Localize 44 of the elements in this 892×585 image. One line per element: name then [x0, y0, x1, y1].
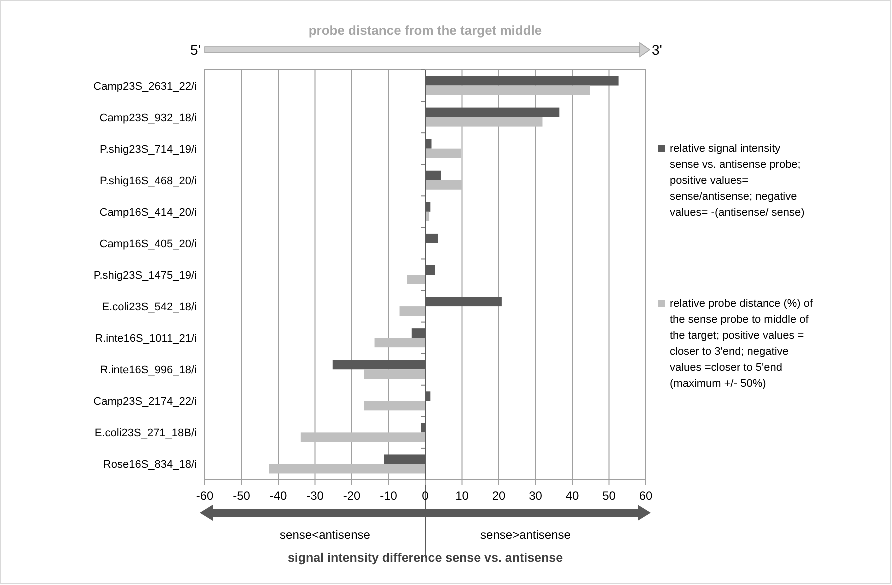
y-tick-label: Camp16S_405_20/i	[100, 238, 197, 250]
bar	[426, 148, 462, 158]
x-axis-title: signal intensity difference sense vs. antisense	[288, 551, 564, 565]
x-tick-label: -30	[306, 489, 324, 503]
y-tick-label: E.coli23S_271_18B/i	[94, 428, 197, 440]
bar	[374, 338, 426, 348]
y-tick-label: Rose16S_834_18/i	[103, 459, 197, 472]
x-tick-label: -50	[233, 489, 251, 503]
x-tick-label: -40	[270, 489, 288, 503]
text: sense<antisense	[280, 528, 371, 542]
bar	[426, 180, 462, 190]
text: sense>antisense	[480, 528, 572, 542]
x-tick-label: 10	[456, 489, 470, 503]
y-tick-label: R.inte16S_996_18/i	[100, 364, 197, 377]
bar	[400, 306, 426, 316]
y-tick-label: P.shig23S_714_19/i	[100, 144, 197, 156]
bar	[426, 117, 543, 127]
bar	[269, 464, 426, 474]
y-tick-label: E.coli23S_542_18/i	[102, 302, 197, 314]
y-tick-label: Camp23S_932_18/i	[100, 112, 197, 124]
chart-title: probe distance from the target middle	[308, 23, 542, 38]
x-tick-label: -20	[343, 489, 361, 503]
y-tick-label: R.inte16S_1011_21/i	[95, 333, 197, 346]
x-tick-label: 50	[602, 489, 616, 503]
text: 3'	[652, 42, 662, 58]
x-tick-label: 20	[492, 489, 506, 503]
x-tick-label: 30	[529, 489, 543, 503]
bar	[300, 432, 426, 442]
x-tick-label: -60	[196, 489, 214, 503]
y-tick-label: P.shig16S_468_20/i	[100, 175, 197, 188]
bar	[364, 401, 426, 411]
bar	[426, 86, 590, 96]
bar	[407, 275, 426, 284]
y-tick-label: Camp23S_2174_22/i	[94, 396, 197, 408]
x-tick-label: 60	[639, 489, 653, 503]
y-tick-label: Camp16S_414_20/i	[100, 206, 197, 219]
text: 5'	[190, 42, 201, 58]
x-tick-label: 40	[566, 489, 580, 503]
legend-label: relative probe distance (%) of the sense probe to middle of the target; positive values = closer to 3'end; negative values =closer to 5'end (maximum +/- 50%)	[670, 298, 814, 390]
x-tick-label: -10	[380, 489, 398, 503]
legend-label: relative signal intensity sense vs. antisense probe; positive values= sense/antisense; negative values= -(antisense/ sense)	[670, 143, 805, 219]
y-tick-label: P.shig23S_1475_19/i	[94, 270, 197, 282]
y-tick-label: Camp23S_2631_22/i	[94, 80, 197, 93]
bar	[364, 370, 426, 380]
